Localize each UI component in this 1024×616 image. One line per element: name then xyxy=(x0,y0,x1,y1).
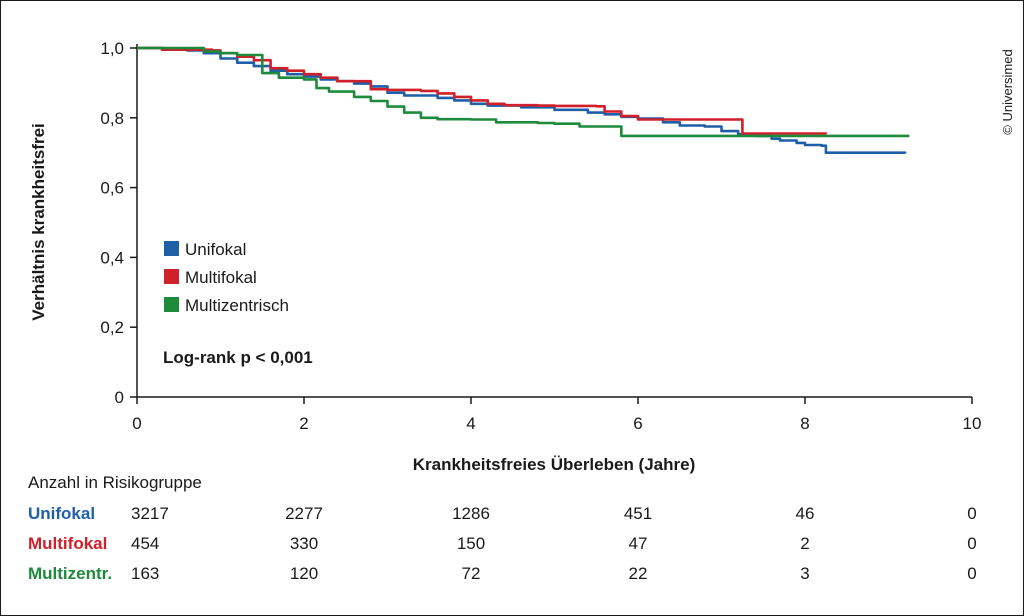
legend-swatch-unifokal xyxy=(164,241,179,256)
risk-value-multizentr: 3 xyxy=(800,564,809,583)
risk-table: Anzahl in Risikogruppe Unifokal 3217 2277 1… xyxy=(28,473,977,583)
y-tick-label: 0,4 xyxy=(100,248,124,267)
risk-value-multifokal: 47 xyxy=(629,534,648,553)
legend-swatch-multizentrisch xyxy=(164,297,179,312)
axes: 0 0,2 0,4 0,6 0,8 1,0 0 2 4 6 8 10 xyxy=(100,39,981,433)
risk-value-multizentr: 22 xyxy=(629,564,648,583)
copyright-notice: © Universimed xyxy=(1000,49,1015,134)
risk-value-multizentr: 72 xyxy=(462,564,481,583)
x-tick-label: 8 xyxy=(800,414,809,433)
x-tick-label: 4 xyxy=(466,414,475,433)
x-tick-label: 6 xyxy=(633,414,642,433)
y-tick-label: 0,6 xyxy=(100,179,124,198)
y-tick-label: 0,8 xyxy=(100,109,124,128)
y-tick-label: 1,0 xyxy=(100,39,124,58)
risk-value-multifokal: 330 xyxy=(290,534,318,553)
series-line-multifokal xyxy=(137,46,828,135)
risk-value-multifokal: 2 xyxy=(800,534,809,553)
risk-table-title: Anzahl in Risikogruppe xyxy=(28,473,202,492)
risk-value-unifokal: 2277 xyxy=(285,504,323,523)
risk-row-label-multifokal: Multifokal xyxy=(28,534,107,553)
y-tick-label: 0,2 xyxy=(100,318,124,337)
risk-value-unifokal: 1286 xyxy=(452,504,490,523)
risk-row-label-unifokal: Unifokal xyxy=(28,504,95,523)
series-group xyxy=(137,46,910,154)
risk-value-unifokal: 451 xyxy=(624,504,652,523)
risk-value-unifokal: 3217 xyxy=(131,504,169,523)
risk-value-multizentr: 0 xyxy=(967,564,976,583)
risk-value-multifokal: 150 xyxy=(457,534,485,553)
risk-value-unifokal: 46 xyxy=(796,504,815,523)
risk-value-multifokal: 0 xyxy=(967,534,976,553)
logrank-annotation: Log-rank p < 0,001 xyxy=(163,348,313,367)
x-tick-label: 2 xyxy=(299,414,308,433)
x-axis-title: Krankheitsfreies Überleben (Jahre) xyxy=(413,455,696,474)
x-tick-label: 10 xyxy=(963,414,982,433)
risk-value-multizentr: 120 xyxy=(290,564,318,583)
risk-value-multifokal: 454 xyxy=(131,534,159,553)
risk-row-label-multizentr: Multizentr. xyxy=(28,564,112,583)
x-tick-label: 0 xyxy=(132,414,141,433)
legend-label-multifokal: Multifokal xyxy=(185,268,257,287)
series-line-multizentrisch xyxy=(137,46,910,138)
legend: Unifokal Multifokal Multizentrisch xyxy=(164,240,289,315)
y-tick-label: 0 xyxy=(115,388,124,407)
y-axis-title: Verhältnis krankheitsfrei xyxy=(29,123,48,320)
risk-value-multizentr: 163 xyxy=(131,564,159,583)
risk-value-unifokal: 0 xyxy=(967,504,976,523)
series-line-unifokal xyxy=(137,46,907,154)
legend-swatch-multifokal xyxy=(164,269,179,284)
legend-label-unifokal: Unifokal xyxy=(185,240,246,259)
legend-label-multizentrisch: Multizentrisch xyxy=(185,296,289,315)
